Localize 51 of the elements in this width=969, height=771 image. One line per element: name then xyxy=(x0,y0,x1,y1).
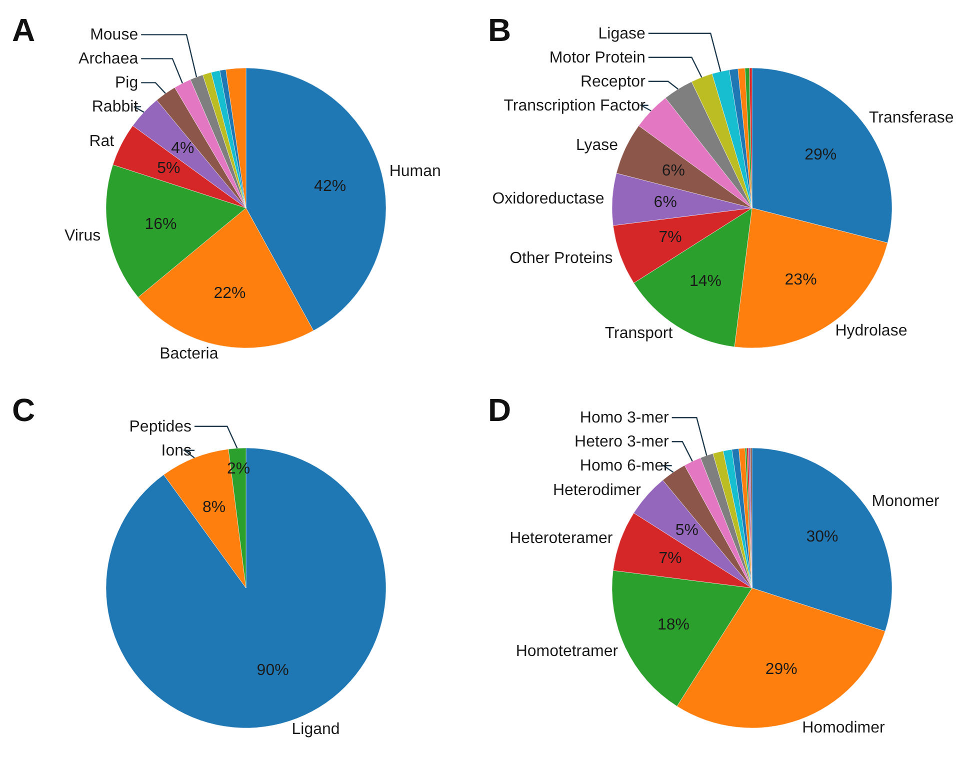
slice-label: Ions xyxy=(161,442,192,460)
data-label: 7% xyxy=(658,550,682,568)
slice-label: Other Proteins xyxy=(510,250,613,268)
slice-label: Transferase xyxy=(868,109,954,126)
slice-label: Homodimer xyxy=(802,719,886,736)
slice-label: Human xyxy=(389,163,441,180)
data-label: 16% xyxy=(144,216,177,233)
data-label: 22% xyxy=(214,284,246,302)
slice-label: Heteroteramer xyxy=(510,530,614,547)
data-label: 5% xyxy=(675,522,698,540)
chart-title: A xyxy=(12,12,36,49)
data-label: 5% xyxy=(157,160,180,178)
data-label: 23% xyxy=(784,271,817,288)
slice-label: Rabbit xyxy=(92,98,139,116)
slice-label: Lyase xyxy=(576,136,618,154)
slice-label: Virus xyxy=(64,228,101,245)
slice-label: Homo 6-mer xyxy=(580,458,670,475)
slice-label: Ligase xyxy=(598,25,646,42)
data-label: 4% xyxy=(171,140,194,158)
data-label: 6% xyxy=(654,194,677,212)
data-label: 6% xyxy=(662,162,686,180)
data-label: 7% xyxy=(658,228,682,246)
data-label: 30% xyxy=(806,528,838,546)
slice-label: Homotetramer xyxy=(516,643,619,660)
slice-label: Transcription Factor xyxy=(504,97,646,114)
slice-label: Ligand xyxy=(292,720,340,738)
data-label: 29% xyxy=(765,661,798,678)
slice-label: Receptor xyxy=(580,73,646,90)
slice-label: Transport xyxy=(604,324,674,342)
data-label: 42% xyxy=(314,178,346,195)
data-label: 90% xyxy=(256,662,289,680)
data-label: 8% xyxy=(202,498,226,516)
slice-label: Monomer xyxy=(872,493,940,510)
slice-label: Rat xyxy=(89,132,115,150)
data-label: 14% xyxy=(689,272,722,290)
chart-title: C xyxy=(12,392,36,429)
slice-label: Archaea xyxy=(78,50,138,68)
slice-label: Mouse xyxy=(90,26,138,44)
slice-label: Heterodimer xyxy=(552,482,642,500)
slice-label: Hydrolase xyxy=(835,322,908,340)
slice-label: Homo 3-mer xyxy=(580,410,670,427)
slice-label: Oxidoreductase xyxy=(492,190,604,208)
chart-title: B xyxy=(488,12,512,49)
data-label: 29% xyxy=(804,146,837,164)
slice-label: Motor Protein xyxy=(549,49,646,66)
data-label: 18% xyxy=(657,616,690,634)
slice-label: Peptides xyxy=(129,418,192,436)
slice-label: Bacteria xyxy=(160,345,218,362)
slice-label: Hetero 3-mer xyxy=(574,434,670,451)
slice-label: Pig xyxy=(114,74,138,92)
chart-title: D xyxy=(488,392,512,429)
